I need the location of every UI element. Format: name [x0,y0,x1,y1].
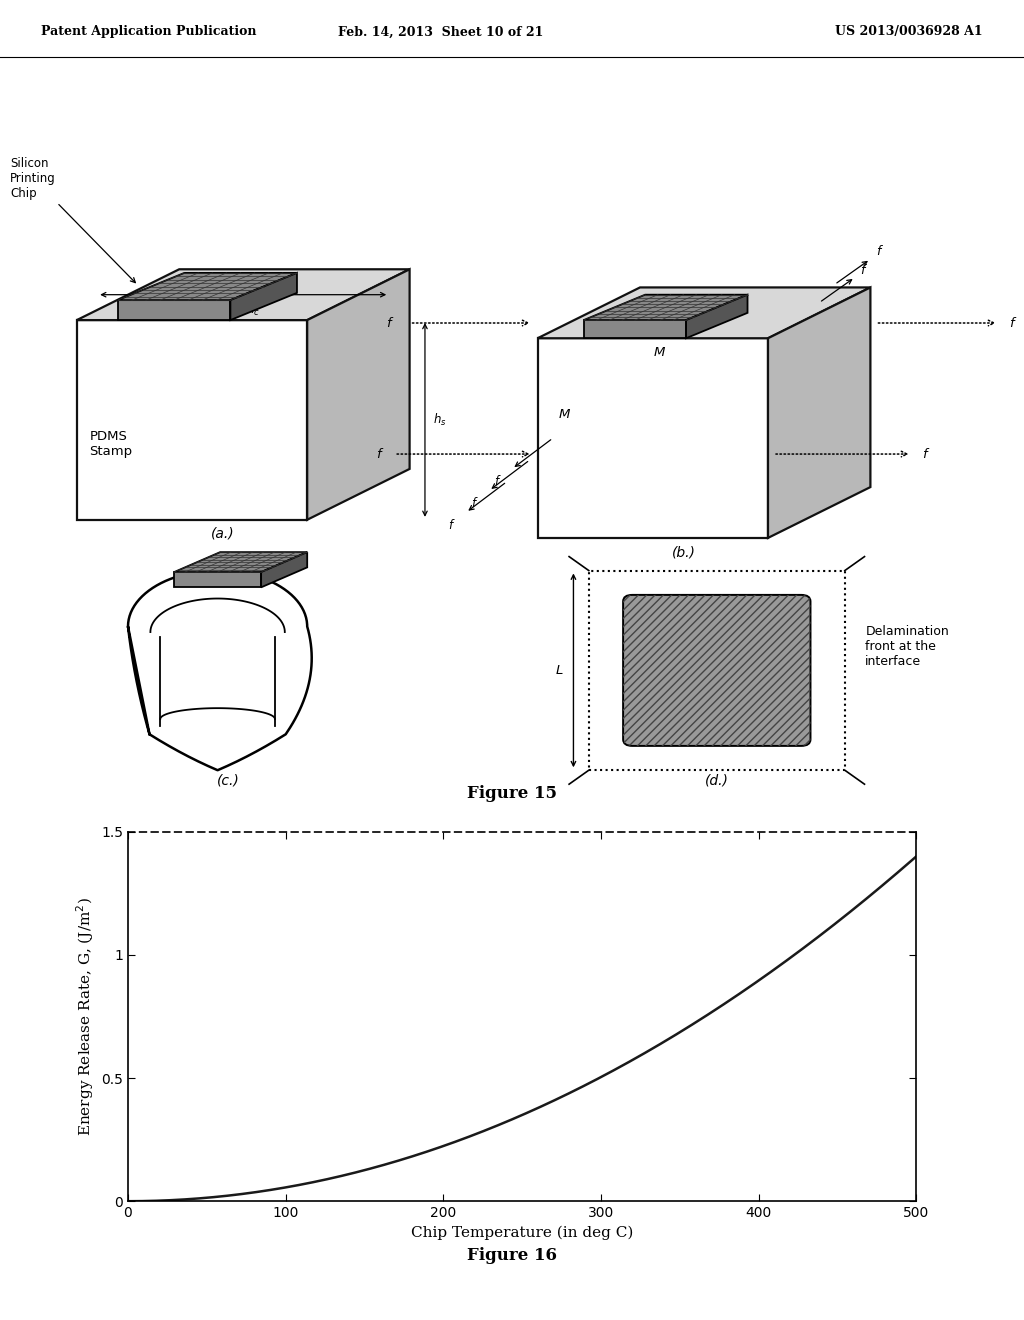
Text: US 2013/0036928 A1: US 2013/0036928 A1 [836,25,983,38]
Text: Figure 16: Figure 16 [467,1247,557,1265]
Polygon shape [118,300,230,319]
Text: $M$: $M$ [626,300,639,313]
Polygon shape [230,273,297,319]
Polygon shape [77,269,410,319]
Polygon shape [768,288,870,539]
Text: $f$: $f$ [1009,315,1017,330]
Text: $M$: $M$ [558,408,571,421]
Polygon shape [261,552,307,587]
Polygon shape [118,273,297,300]
Text: (d.): (d.) [705,774,729,788]
Text: $f$: $f$ [495,474,502,488]
Polygon shape [174,572,261,587]
Polygon shape [686,294,748,338]
Text: $f$: $f$ [449,517,456,532]
Text: $f$: $f$ [876,244,884,259]
Text: (b.): (b.) [672,545,695,560]
Text: $f$: $f$ [471,496,479,510]
Text: (a.): (a.) [211,527,234,541]
Y-axis label: Energy Release Rate, G, (J/m$^2$): Energy Release Rate, G, (J/m$^2$) [74,898,95,1135]
Polygon shape [128,570,311,771]
Text: $f$: $f$ [376,447,384,461]
Text: $f$: $f$ [860,263,868,277]
Polygon shape [584,319,686,338]
Text: PDMS
Stamp: PDMS Stamp [90,430,133,458]
Bar [589,570,845,771]
Text: Figure 15: Figure 15 [467,785,557,803]
Text: Silicon
Printing
Chip: Silicon Printing Chip [10,157,135,282]
X-axis label: Chip Temperature (in deg C): Chip Temperature (in deg C) [411,1225,634,1239]
Polygon shape [174,552,307,572]
Polygon shape [584,294,748,319]
Text: $M$: $M$ [653,346,666,359]
Polygon shape [538,288,870,338]
Text: (c.): (c.) [216,774,240,788]
Polygon shape [77,319,307,520]
Text: $f$: $f$ [386,315,394,330]
Text: $h_s$: $h_s$ [433,412,446,428]
Text: $f$: $f$ [922,447,930,461]
Text: $L_o$: $L_o$ [237,273,250,288]
Text: Delamination
front at the
interface: Delamination front at the interface [865,624,949,668]
Text: Patent Application Publication: Patent Application Publication [41,25,256,38]
FancyBboxPatch shape [623,595,811,746]
Text: $h_c$: $h_c$ [246,302,260,318]
Polygon shape [307,269,410,520]
Text: $L$: $L$ [555,664,563,677]
Polygon shape [538,338,768,539]
Text: Feb. 14, 2013  Sheet 10 of 21: Feb. 14, 2013 Sheet 10 of 21 [338,25,543,38]
